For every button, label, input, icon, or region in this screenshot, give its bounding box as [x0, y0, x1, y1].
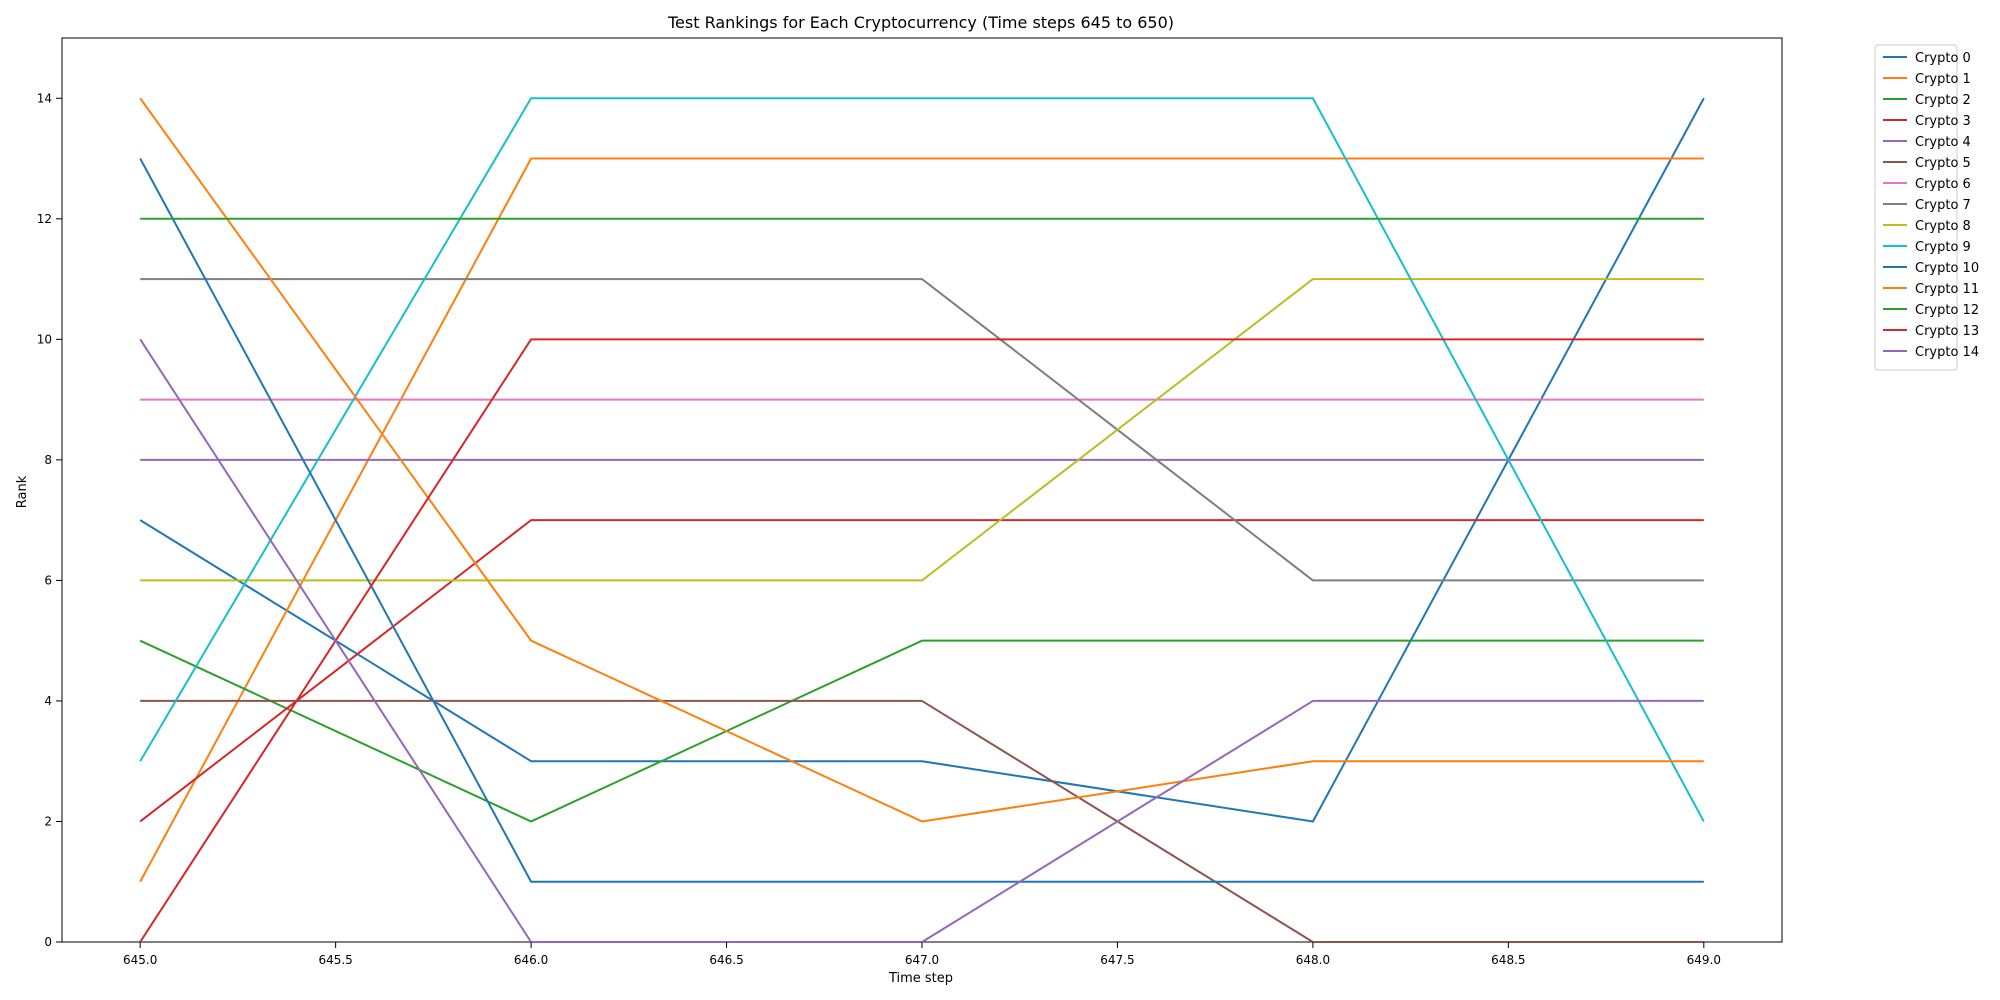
legend-label-crypto-3: Crypto 3 [1915, 114, 1971, 129]
series-line-crypto-11 [139, 97, 1704, 823]
y-tick-label: 10 [37, 332, 52, 346]
series-line-crypto-3 [139, 519, 1704, 823]
x-tick-label: 647.0 [905, 953, 939, 967]
legend-label-crypto-13: Crypto 13 [1915, 324, 1979, 339]
y-tick-label: 0 [44, 935, 52, 949]
series-line-crypto-13 [139, 338, 1704, 943]
y-tick-label: 4 [44, 694, 52, 708]
legend-label-crypto-1: Crypto 1 [1915, 72, 1971, 87]
legend-label-crypto-0: Crypto 0 [1915, 51, 1971, 66]
legend-label-crypto-12: Crypto 12 [1915, 303, 1979, 318]
y-tick-label: 12 [37, 212, 52, 226]
y-tick-label: 6 [44, 573, 52, 587]
series-lines [139, 97, 1705, 943]
legend-label-crypto-8: Crypto 8 [1915, 219, 1971, 234]
x-tick-label: 645.0 [123, 953, 157, 967]
series-line-crypto-2 [139, 639, 1704, 823]
series-line-crypto-10 [139, 158, 1704, 883]
series-line-crypto-5 [140, 699, 1704, 943]
y-tick-label: 8 [44, 453, 52, 467]
y-axis-ticks: 0 2 4 6 8 10 12 14 [37, 91, 62, 949]
legend-label-crypto-6: Crypto 6 [1915, 177, 1971, 192]
x-tick-label: 648.0 [1296, 953, 1330, 967]
x-tick-label: 645.5 [318, 953, 352, 967]
series-line-crypto-8 [140, 278, 1704, 582]
legend-label-crypto-9: Crypto 9 [1915, 240, 1971, 255]
legend-label-crypto-10: Crypto 10 [1915, 261, 1979, 276]
legend-label-crypto-7: Crypto 7 [1915, 198, 1971, 213]
y-axis-label: Rank [15, 475, 30, 508]
x-tick-label: 646.5 [709, 953, 743, 967]
legend-label-crypto-11: Crypto 11 [1915, 282, 1979, 297]
legend-label-crypto-2: Crypto 2 [1915, 93, 1971, 108]
x-tick-label: 646.0 [514, 953, 548, 967]
series-line-crypto-7 [140, 278, 1704, 582]
legend-label-crypto-14: Crypto 14 [1915, 345, 1979, 360]
legend-label-crypto-5: Crypto 5 [1915, 156, 1971, 171]
legend-label-crypto-4: Crypto 4 [1915, 135, 1971, 150]
x-tick-label: 647.5 [1100, 953, 1134, 967]
x-tick-label: 649.0 [1687, 953, 1721, 967]
legend: Crypto 0 Crypto 1 Crypto 2 Crypto 3 Crypto 4… [1874, 44, 1979, 371]
y-tick-label: 14 [37, 91, 52, 105]
x-tick-label: 648.5 [1491, 953, 1525, 967]
y-tick-label: 2 [44, 814, 52, 828]
x-axis-label: Time step [888, 971, 953, 986]
chart-title: Test Rankings for Each Cryptocurrency (T… [667, 13, 1174, 32]
x-axis-ticks: 645.0 645.5 646.0 646.5 647.0 647.5 648.0 648.5… [123, 942, 1721, 967]
